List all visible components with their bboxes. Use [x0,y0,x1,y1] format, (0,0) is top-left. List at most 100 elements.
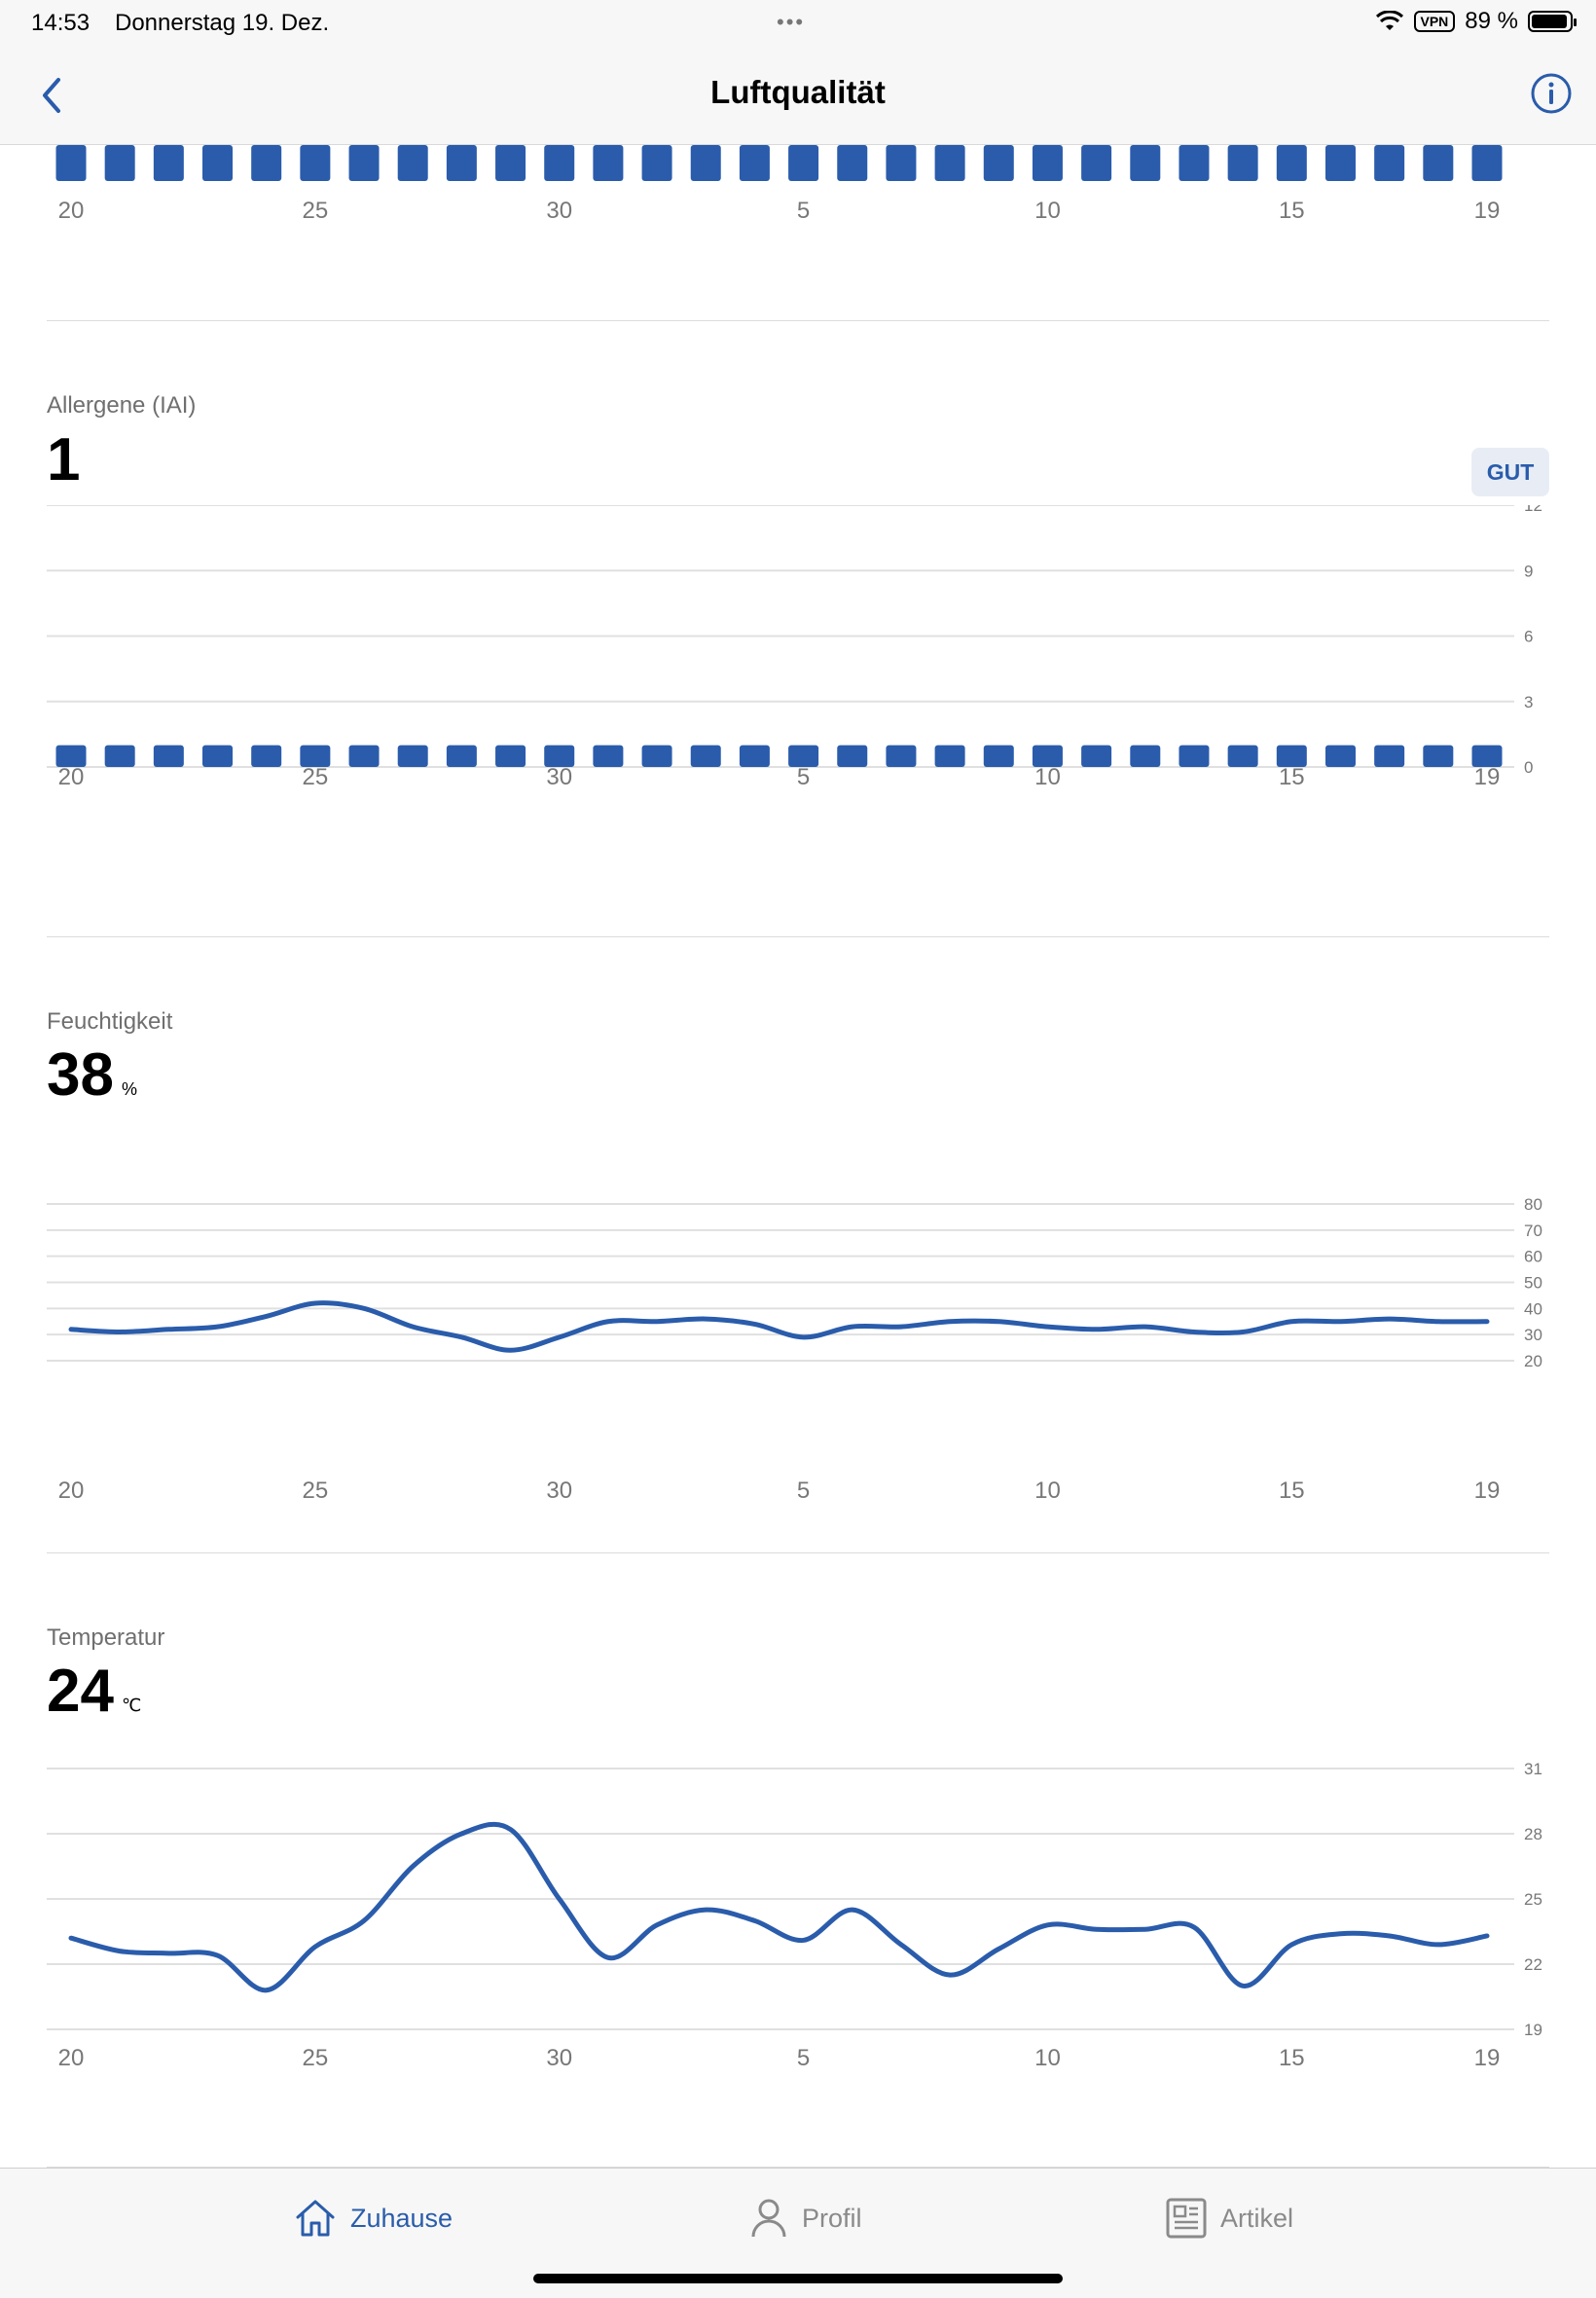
wifi-icon [1375,11,1403,30]
bar [202,145,234,181]
bar [641,145,672,181]
bar [1423,145,1454,181]
info-circle-icon [1531,73,1572,114]
bar [983,145,1014,181]
y-tick-label: 12 [1524,505,1542,515]
x-tick-label: 15 [1279,2045,1305,2071]
status-time: 14:53 [31,10,91,36]
bar [1276,145,1307,181]
chevron-left-icon [43,78,60,113]
section-divider [47,320,1549,321]
bar [446,145,477,181]
x-tick-label: 10 [1034,2045,1061,2071]
y-tick-label: 80 [1524,1195,1542,1214]
bar [1081,745,1112,767]
bar [104,745,135,767]
temperatur-number: 24 [47,1658,114,1725]
feuchtigkeit-value: 38% [47,1040,137,1110]
bar [690,745,721,767]
temperatur-value: 24 ℃ [47,1657,141,1726]
y-tick-label: 40 [1524,1299,1542,1318]
status-date: Donnerstag 19. Dez. [115,10,330,36]
tab-artikel[interactable]: Artikel [1166,2194,1293,2243]
x-tick-label: 30 [546,2045,572,2071]
bar [983,745,1014,767]
section-divider [47,1552,1549,1553]
x-tick-label: 19 [1474,1477,1501,1504]
bar [837,745,868,767]
bar [348,745,380,767]
allergene-status-badge: GUT [1471,448,1549,496]
bar [1374,145,1405,181]
status-bar: 14:53 Donnerstag 19. Dez. ••• VPN 89 % [0,0,1596,47]
tab-label: Profil [802,2203,862,2233]
y-tick-label: 30 [1524,1326,1542,1344]
article-icon [1166,2198,1207,2239]
content-scroll-area[interactable]: 20 25 30 5 10 15 19 Allergene (IAI) 1 GUT 0 3 6 9… [0,145,1596,2168]
bar [1179,145,1210,181]
back-button[interactable] [35,74,74,117]
temperatur-unit: ℃ [121,1696,142,1715]
bar [495,745,526,767]
bar [886,145,917,181]
page-title: Luftqualität [710,74,886,110]
bar [593,145,624,181]
x-tick-label: 25 [303,198,329,224]
top-partial-bar-chart: 20 25 30 5 10 15 19 [55,145,1503,224]
feuchtigkeit-number: 38 [47,1041,114,1109]
bar [934,745,965,767]
tab-zuhause[interactable]: Zuhause [294,2194,453,2243]
status-indicators: VPN 89 % [1375,8,1577,35]
bar [1081,145,1112,181]
info-button[interactable] [1530,72,1573,115]
series-line [68,1300,1490,1353]
y-tick-label: 31 [1524,1761,1542,1778]
x-tick-label: 19 [1474,764,1501,790]
allergene-label: Allergene (IAI) [47,392,197,419]
y-tick-label: 6 [1524,628,1533,646]
x-tick-label: 20 [58,764,85,790]
multitasking-dots-icon[interactable]: ••• [777,10,806,34]
bar [348,145,380,181]
y-tick-label: 70 [1524,1222,1542,1240]
bar [1276,745,1307,767]
tab-bar: Zuhause Profil Artikel [0,2168,1596,2298]
bar [1471,145,1503,181]
x-tick-label: 30 [546,764,572,790]
y-tick-label: 50 [1524,1274,1542,1293]
temperatur-line-chart: 19 22 25 28 31 20 25 30 5 10 15 19 [47,1761,1542,2071]
y-tick-label: 22 [1524,1955,1542,1974]
bar [55,745,87,767]
x-tick-label: 20 [58,1477,85,1504]
bar [1374,745,1405,767]
x-tick-label: 19 [1474,2045,1501,2071]
navigation-bar: Luftqualität [0,47,1596,145]
tab-label: Artikel [1220,2203,1294,2233]
y-tick-label: 19 [1524,2021,1542,2039]
bar [593,745,624,767]
bar [495,145,526,181]
x-tick-label: 30 [546,198,572,224]
y-tick-label: 28 [1524,1825,1542,1843]
bar [55,145,87,181]
y-tick-label: 25 [1524,1890,1542,1909]
bar [1423,745,1454,767]
bar [788,745,819,767]
bar [397,745,428,767]
bar [739,745,770,767]
y-tick-label: 9 [1524,562,1533,580]
x-tick-label: 5 [797,1477,810,1504]
bar [690,145,721,181]
bar [1032,745,1063,767]
bar [544,145,575,181]
x-tick-label: 19 [1474,198,1501,224]
bar [837,145,868,181]
bar [788,145,819,181]
tab-profil[interactable]: Profil [749,2194,862,2243]
y-tick-label: 0 [1524,758,1533,777]
bar [153,745,184,767]
x-tick-label: 20 [58,2045,85,2071]
allergene-value: 1 [47,426,81,493]
x-tick-label: 30 [546,1477,572,1504]
y-tick-label: 3 [1524,693,1533,711]
